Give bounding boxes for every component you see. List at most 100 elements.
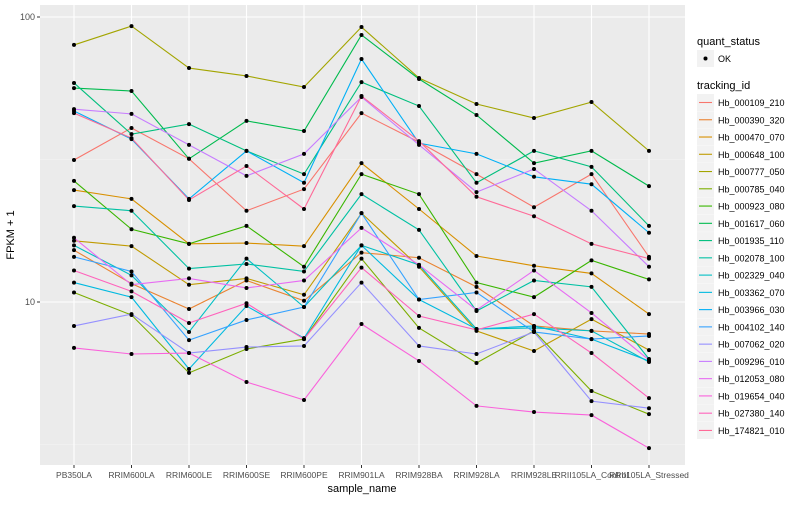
data-point-Hb_002078_100 xyxy=(244,261,249,266)
shape-legend-title: quant_status xyxy=(697,36,760,48)
data-point-Hb_002329_040 xyxy=(244,256,249,261)
data-point-Hb_000470_070 xyxy=(532,263,536,268)
data-point-Hb_007062_020 xyxy=(589,399,594,404)
data-point-Hb_000648_100 xyxy=(72,238,76,243)
x-tick-label: RRIM928LA xyxy=(453,470,500,480)
data-point-Hb_007062_020 xyxy=(72,323,76,328)
data-point-Hb_000390_320 xyxy=(302,298,306,303)
data-point-Hb_003966_030 xyxy=(647,230,651,235)
x-tick-label: RRIM928LE xyxy=(511,470,558,480)
data-point-Hb_009296_010 xyxy=(417,142,421,147)
data-point-Hb_000109_210 xyxy=(302,187,306,192)
data-point-Hb_027380_140 xyxy=(359,265,364,270)
data-point-Hb_000923_080 xyxy=(589,258,594,263)
data-point-Hb_000923_080 xyxy=(474,280,479,285)
data-point-Hb_174821_010 xyxy=(302,206,306,211)
data-point-Hb_012053_080 xyxy=(647,357,651,362)
data-point-Hb_007062_020 xyxy=(532,329,536,334)
data-point-Hb_000470_070 xyxy=(72,188,76,193)
data-point-Hb_027380_140 xyxy=(647,396,651,401)
data-point-Hb_000648_100 xyxy=(302,292,306,297)
data-point-Hb_002329_040 xyxy=(72,243,76,248)
legend-label: Hb_000109_210 xyxy=(718,98,785,108)
data-point-Hb_001617_060 xyxy=(474,113,479,118)
data-point-Hb_000648_100 xyxy=(129,244,134,249)
data-point-Hb_000470_070 xyxy=(417,206,421,211)
data-point-Hb_000923_080 xyxy=(302,264,306,269)
data-point-Hb_000109_210 xyxy=(72,157,76,162)
x-axis-title: sample_name xyxy=(327,483,396,495)
data-point-Hb_012053_080 xyxy=(72,235,76,240)
data-point-Hb_001617_060 xyxy=(129,88,134,93)
data-point-Hb_004102_140 xyxy=(244,317,249,322)
data-point-Hb_009296_010 xyxy=(302,151,306,156)
data-point-Hb_019654_040 xyxy=(647,446,651,451)
data-point-Hb_001935_110 xyxy=(187,122,191,127)
data-point-Hb_012053_080 xyxy=(129,282,134,287)
data-point-Hb_000777_050 xyxy=(302,85,306,90)
data-point-Hb_000923_080 xyxy=(532,295,536,300)
data-point-Hb_000648_100 xyxy=(532,349,536,354)
data-point-Hb_002329_040 xyxy=(187,329,191,334)
data-point-Hb_001935_110 xyxy=(359,80,364,85)
data-point-Hb_002329_040 xyxy=(589,328,594,333)
data-point-Hb_027380_140 xyxy=(417,314,421,319)
data-point-Hb_003966_030 xyxy=(532,174,536,179)
data-point-Hb_000109_210 xyxy=(474,172,479,177)
data-point-Hb_019654_040 xyxy=(72,345,76,350)
data-point-Hb_000390_320 xyxy=(187,307,191,312)
data-point-Hb_000785_040 xyxy=(647,412,651,417)
data-point-Hb_000923_080 xyxy=(647,277,651,282)
data-point-Hb_000390_320 xyxy=(417,255,421,260)
color-legend-items: Hb_000109_210 Hb_000390_320 Hb_000470_070 H… xyxy=(697,94,785,439)
series-points xyxy=(72,24,651,451)
data-point-Hb_027380_140 xyxy=(187,320,191,325)
data-point-Hb_007062_020 xyxy=(244,345,249,350)
data-point-Hb_003966_030 xyxy=(589,182,594,187)
color-legend-title: tracking_id xyxy=(697,80,750,92)
legend-label: Hb_000923_080 xyxy=(718,202,785,212)
data-point-Hb_000923_080 xyxy=(129,227,134,232)
data-point-Hb_003966_030 xyxy=(474,151,479,156)
legend-label: Hb_000390_320 xyxy=(718,115,785,125)
y-axis: 10 100 xyxy=(20,12,40,307)
data-point-Hb_012053_080 xyxy=(187,276,191,281)
data-point-Hb_001617_060 xyxy=(647,184,651,189)
data-point-Hb_000470_070 xyxy=(129,196,134,201)
data-point-Hb_019654_040 xyxy=(417,358,421,363)
legend-label: Hb_174821_010 xyxy=(718,426,785,436)
data-point-Hb_000785_040 xyxy=(589,389,594,394)
data-point-Hb_000470_070 xyxy=(244,241,249,246)
data-point-Hb_000923_080 xyxy=(359,172,364,177)
data-point-Hb_002078_100 xyxy=(129,208,134,213)
data-point-Hb_174821_010 xyxy=(532,214,536,219)
legend-label: Hb_003362_070 xyxy=(718,288,785,298)
data-point-Hb_000648_100 xyxy=(647,348,651,353)
data-point-Hb_000923_080 xyxy=(244,223,249,228)
legend-label: Hb_002329_040 xyxy=(718,271,785,281)
data-point-Hb_000923_080 xyxy=(72,178,76,183)
data-point-Hb_009296_010 xyxy=(129,111,134,116)
y-tick-label: 10 xyxy=(25,297,35,307)
data-point-Hb_000777_050 xyxy=(532,116,536,121)
data-point-Hb_002078_100 xyxy=(359,192,364,197)
x-tick-label: RRIM600LA xyxy=(108,470,155,480)
data-point-Hb_007062_020 xyxy=(302,343,306,348)
data-point-Hb_174821_010 xyxy=(647,256,651,261)
data-point-Hb_000470_070 xyxy=(302,244,306,249)
data-point-Hb_001935_110 xyxy=(129,132,134,137)
data-point-Hb_000470_070 xyxy=(647,312,651,317)
legend-label: Hb_000648_100 xyxy=(718,150,785,160)
data-point-Hb_000109_210 xyxy=(244,208,249,213)
data-point-Hb_019654_040 xyxy=(129,351,134,356)
data-point-Hb_009296_010 xyxy=(72,107,76,112)
data-point-Hb_001617_060 xyxy=(359,32,364,37)
data-point-Hb_000470_070 xyxy=(359,161,364,166)
x-tick-label: RRIM928BA xyxy=(395,470,443,480)
data-point-Hb_004102_140 xyxy=(417,297,421,302)
data-point-Hb_003362_070 xyxy=(359,243,364,248)
data-point-Hb_012053_080 xyxy=(589,310,594,315)
data-point-Hb_000109_210 xyxy=(359,111,364,116)
panel-background xyxy=(40,5,685,465)
